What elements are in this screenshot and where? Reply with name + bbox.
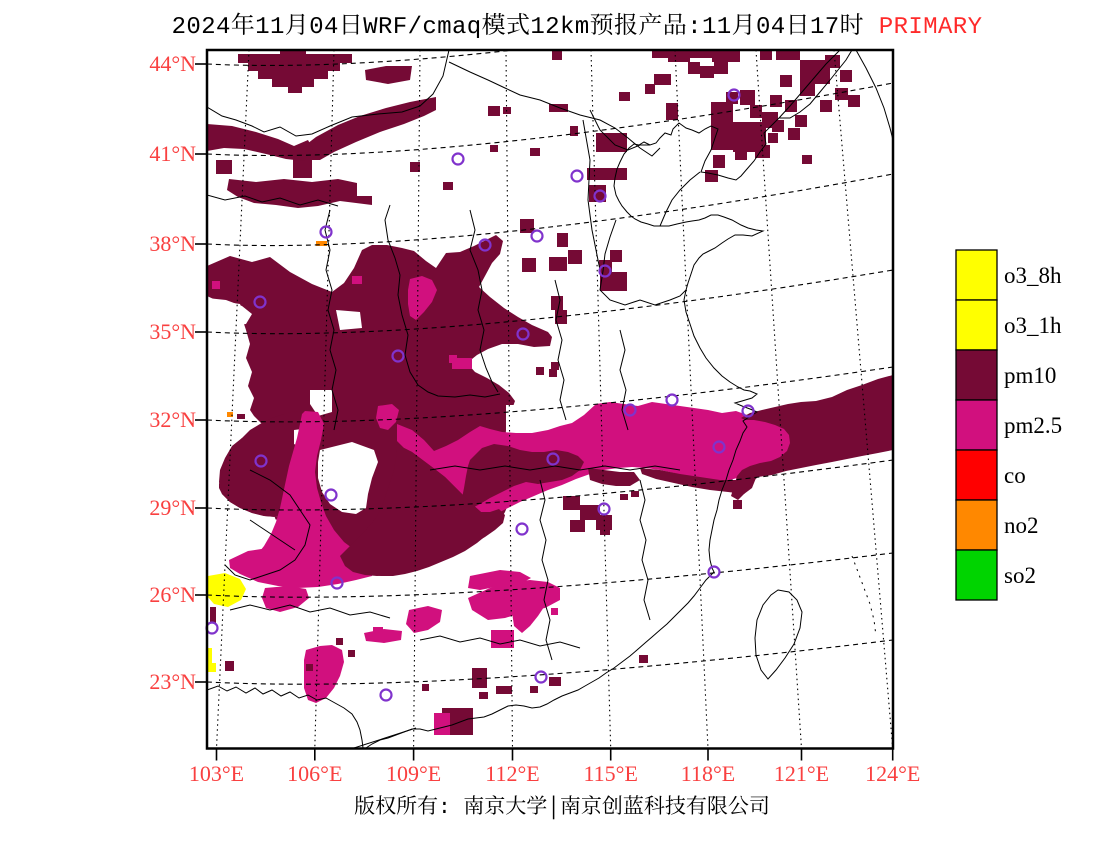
svg-text:o3_1h: o3_1h: [1004, 313, 1062, 338]
svg-text:no2: no2: [1004, 513, 1039, 538]
svg-text:115°E: 115°E: [583, 761, 637, 786]
svg-text:35°N: 35°N: [149, 319, 196, 344]
svg-text:pm10: pm10: [1004, 363, 1056, 388]
svg-text:so2: so2: [1004, 563, 1036, 588]
svg-text:o3_8h: o3_8h: [1004, 263, 1062, 288]
svg-text:23°N: 23°N: [149, 669, 196, 694]
svg-text:106°E: 106°E: [287, 761, 342, 786]
svg-text:co: co: [1004, 463, 1026, 488]
svg-text:118°E: 118°E: [681, 761, 735, 786]
svg-text:26°N: 26°N: [149, 582, 196, 607]
svg-text:41°N: 41°N: [149, 141, 196, 166]
svg-text:109°E: 109°E: [386, 761, 441, 786]
svg-text:121°E: 121°E: [774, 761, 829, 786]
svg-text:29°N: 29°N: [149, 495, 196, 520]
svg-text:103°E: 103°E: [189, 761, 244, 786]
svg-text:pm2.5: pm2.5: [1004, 413, 1062, 438]
svg-text:44°N: 44°N: [149, 51, 196, 76]
svg-text:112°E: 112°E: [485, 761, 539, 786]
svg-text:32°N: 32°N: [149, 407, 196, 432]
svg-text:124°E: 124°E: [865, 761, 920, 786]
svg-text:38°N: 38°N: [149, 231, 196, 256]
